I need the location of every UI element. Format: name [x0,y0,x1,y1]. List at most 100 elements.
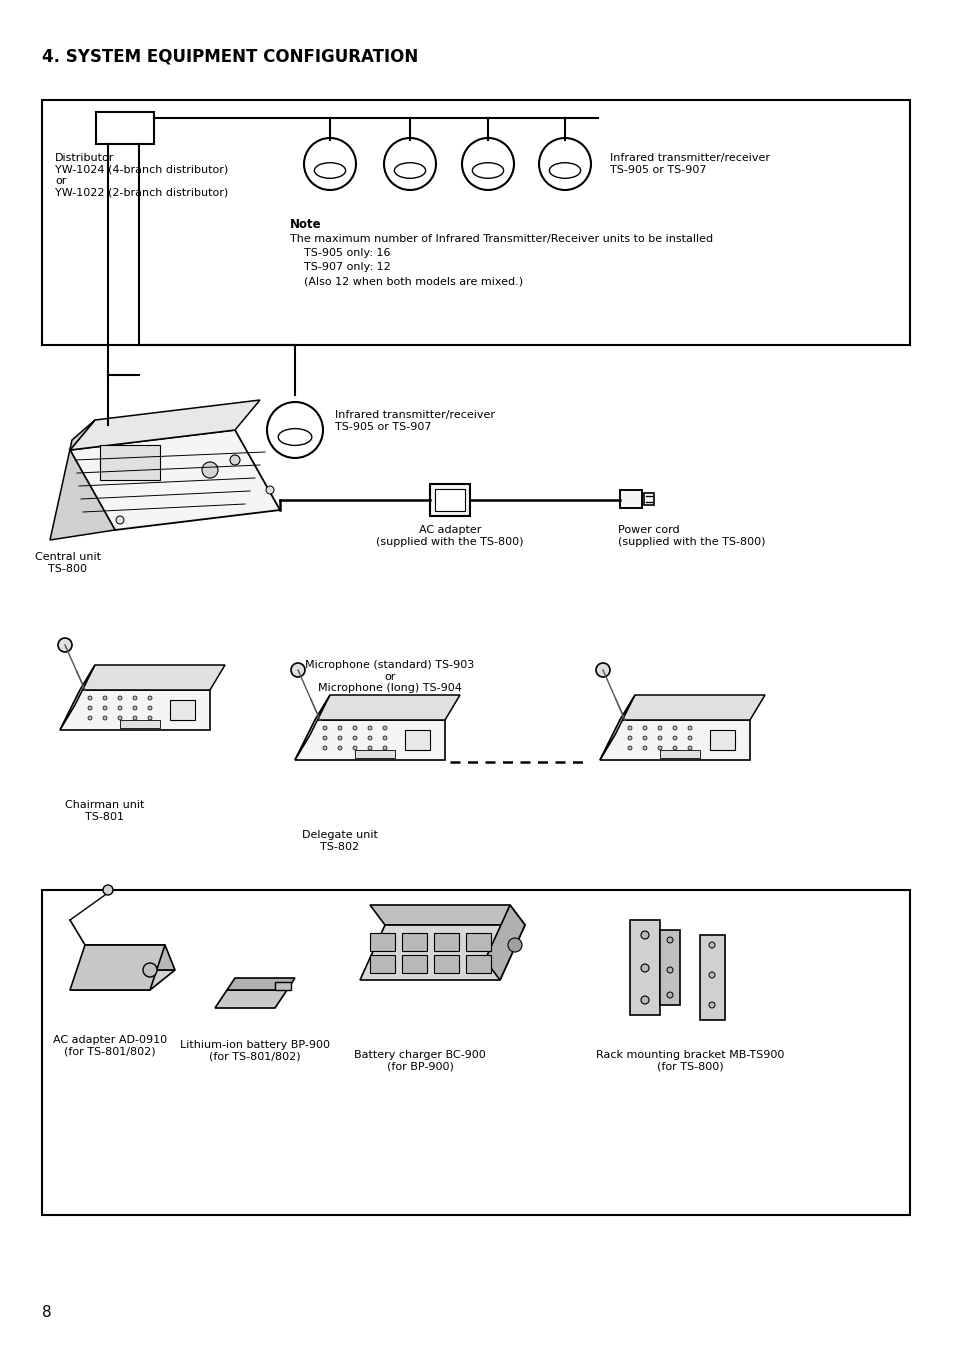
Circle shape [672,746,677,750]
Circle shape [687,736,691,740]
Bar [370,934,395,951]
Circle shape [202,462,218,478]
Text: Microphone (standard) TS-903
or
Microphone (long) TS-904: Microphone (standard) TS-903 or Micropho… [305,661,475,693]
Circle shape [88,696,91,700]
Circle shape [384,138,436,190]
Polygon shape [70,944,165,990]
Text: Delegate unit
TS-802: Delegate unit TS-802 [302,830,377,851]
Bar [709,730,734,750]
Polygon shape [85,944,174,970]
Text: (Also 12 when both models are mixed.): (Also 12 when both models are mixed.) [290,276,522,286]
Circle shape [382,746,387,750]
Polygon shape [70,970,174,990]
Text: TS-905 only: 16: TS-905 only: 16 [290,249,390,258]
Circle shape [323,725,327,730]
Text: Lithium-ion battery BP-900
(for TS-801/802): Lithium-ion battery BP-900 (for TS-801/8… [180,1040,330,1062]
Circle shape [538,138,590,190]
Polygon shape [629,920,659,1015]
Circle shape [118,696,122,700]
Bar [401,955,427,973]
Text: Battery charger BC-900
(for BP-900): Battery charger BC-900 (for BP-900) [354,1050,485,1071]
Polygon shape [484,905,524,979]
Circle shape [266,486,274,494]
Circle shape [267,403,323,458]
Text: Chairman unit
TS-801: Chairman unit TS-801 [65,800,145,821]
Circle shape [353,725,356,730]
Circle shape [143,963,157,977]
Circle shape [666,938,672,943]
Circle shape [627,746,631,750]
Text: AC adapter AD-0910
(for TS-801/802): AC adapter AD-0910 (for TS-801/802) [52,1035,167,1056]
Text: Rack mounting bracket MB-TS900
(for TS-800): Rack mounting bracket MB-TS900 (for TS-8… [596,1050,783,1071]
Circle shape [666,967,672,973]
Text: 4. SYSTEM EQUIPMENT CONFIGURATION: 4. SYSTEM EQUIPMENT CONFIGURATION [42,49,417,66]
Circle shape [658,725,661,730]
Text: Central unit
TS-800: Central unit TS-800 [35,553,101,574]
Circle shape [230,455,240,465]
Circle shape [88,716,91,720]
Ellipse shape [472,162,503,178]
Circle shape [353,746,356,750]
Circle shape [368,746,372,750]
Circle shape [640,931,648,939]
Bar [435,489,464,511]
Circle shape [708,942,714,948]
Polygon shape [294,720,444,761]
Polygon shape [314,694,459,720]
Circle shape [58,638,71,653]
Circle shape [382,736,387,740]
Polygon shape [700,935,724,1020]
Text: TS-907 only: 12: TS-907 only: 12 [290,262,391,272]
Text: AC adapter
(supplied with the TS-800): AC adapter (supplied with the TS-800) [375,526,523,547]
Bar [401,934,427,951]
Polygon shape [60,665,95,730]
Circle shape [368,725,372,730]
Ellipse shape [278,428,312,446]
Circle shape [507,938,521,952]
Text: The maximum number of Infrared Transmitter/Receiver units to be installed: The maximum number of Infrared Transmitt… [290,234,713,245]
Circle shape [323,736,327,740]
Bar [643,493,654,505]
Circle shape [640,996,648,1004]
Text: 8: 8 [42,1305,51,1320]
Bar [465,934,491,951]
Bar [430,484,470,516]
Circle shape [148,707,152,711]
Circle shape [353,736,356,740]
Text: Infrared transmitter/receiver
TS-905 or TS-907: Infrared transmitter/receiver TS-905 or … [609,153,769,174]
Ellipse shape [549,162,580,178]
Circle shape [103,696,107,700]
Circle shape [708,971,714,978]
Polygon shape [599,720,749,761]
Circle shape [461,138,514,190]
Circle shape [116,516,124,524]
Circle shape [687,746,691,750]
Polygon shape [370,905,524,925]
Circle shape [596,663,609,677]
Circle shape [132,707,137,711]
Circle shape [337,746,341,750]
Circle shape [658,736,661,740]
Bar [405,730,430,750]
Circle shape [642,736,646,740]
Circle shape [666,992,672,998]
Circle shape [337,736,341,740]
Circle shape [642,746,646,750]
Circle shape [672,736,677,740]
Circle shape [708,1002,714,1008]
Circle shape [687,725,691,730]
Bar [659,750,700,758]
Circle shape [382,725,387,730]
Ellipse shape [314,162,345,178]
Circle shape [368,736,372,740]
Circle shape [658,746,661,750]
Bar [42,100,909,345]
Circle shape [118,716,122,720]
Polygon shape [80,665,225,690]
Polygon shape [70,430,280,530]
Bar [370,955,395,973]
Circle shape [148,696,152,700]
Bar [96,112,153,145]
Text: Power cord
(supplied with the TS-800): Power cord (supplied with the TS-800) [618,526,764,547]
Ellipse shape [394,162,425,178]
